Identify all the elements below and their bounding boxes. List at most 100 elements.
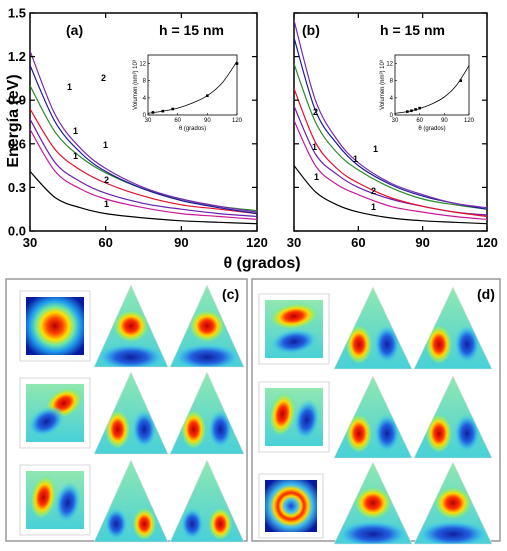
series-label-2: 1 bbox=[73, 151, 78, 161]
field-map-triangle bbox=[169, 284, 245, 368]
series-label-1: 1 bbox=[104, 199, 109, 209]
triangle-field bbox=[334, 376, 412, 458]
series-line-1 bbox=[294, 165, 487, 225]
series-label-4: 1 bbox=[73, 126, 78, 136]
field-hot-lobe bbox=[189, 309, 225, 343]
panel-a-annotation: h = 15 nm bbox=[159, 22, 224, 38]
field-cold-lobe bbox=[373, 413, 401, 454]
field-map-square bbox=[258, 473, 324, 539]
x-tick-label: 30 bbox=[23, 235, 37, 250]
field-row-3 bbox=[258, 461, 493, 545]
series-label-1: 1 bbox=[371, 202, 376, 212]
triangle-outline bbox=[413, 286, 493, 370]
inset-x-tick-label: 120 bbox=[232, 118, 243, 124]
field-map-square bbox=[258, 381, 330, 453]
triangle-field bbox=[170, 285, 244, 367]
inset-y-label: Volumen (nm³) 10³ bbox=[380, 60, 386, 110]
field-cold-lobe bbox=[171, 343, 243, 367]
field-cold-lobe bbox=[453, 413, 481, 454]
triangle-outline bbox=[93, 284, 169, 368]
y-tick-label: 0.9 bbox=[8, 93, 26, 108]
field-hot-lobe bbox=[30, 475, 57, 519]
series-line-2 bbox=[294, 120, 487, 220]
series-label-7: 2 bbox=[101, 73, 106, 83]
inset-data-point bbox=[206, 94, 209, 98]
panel-a-label: (a) bbox=[66, 22, 83, 38]
series-line-1 bbox=[30, 170, 257, 225]
field-hot-lobe bbox=[425, 413, 453, 454]
inset-x-tick-label: 60 bbox=[416, 118, 423, 124]
x-tick-label: 30 bbox=[287, 235, 301, 250]
field-map-triangle bbox=[333, 375, 413, 459]
series-line-2 bbox=[30, 128, 257, 220]
inset-data-point bbox=[161, 109, 165, 113]
square-frame bbox=[19, 290, 91, 362]
triangle-outline bbox=[333, 286, 413, 370]
field-row-1 bbox=[258, 286, 493, 370]
triangle-outline bbox=[93, 459, 169, 543]
field-hot-lobe bbox=[181, 409, 207, 450]
square-frame bbox=[258, 473, 324, 539]
field-cold-lobe bbox=[373, 324, 401, 365]
x-tick-label: 60 bbox=[98, 235, 112, 250]
series-line-4 bbox=[294, 88, 487, 218]
y-axis-label: Energía (eV) bbox=[5, 74, 22, 167]
field-cold-lobe bbox=[104, 507, 129, 541]
triangle-outline bbox=[413, 375, 493, 459]
inset-x-tick-label: 30 bbox=[145, 118, 152, 124]
field-cold-lobe bbox=[453, 324, 481, 365]
field-hot-lobe bbox=[208, 507, 233, 541]
series-line-4 bbox=[30, 108, 257, 215]
series-line-7 bbox=[294, 20, 487, 209]
triangle-field bbox=[170, 372, 244, 454]
inset-y-tick-label: 4 bbox=[143, 96, 147, 102]
field-map-triangle bbox=[333, 461, 413, 545]
triangle-field bbox=[414, 287, 492, 369]
inset-data-point bbox=[459, 79, 463, 83]
field-panel-c-label: (c) bbox=[222, 286, 239, 302]
y-tick-label: 1.5 bbox=[8, 6, 26, 21]
field-hot-lobe bbox=[425, 324, 453, 365]
field-map-triangle bbox=[413, 461, 493, 545]
triangle-field bbox=[334, 462, 412, 544]
triangle-outline bbox=[169, 459, 245, 543]
field-cold-lobe bbox=[335, 520, 411, 544]
field-map-square bbox=[258, 293, 330, 365]
triangle-field bbox=[94, 285, 168, 367]
x-axis-label: θ (grados) bbox=[223, 255, 300, 272]
field-map-triangle bbox=[93, 371, 169, 455]
field-map-triangle bbox=[169, 371, 245, 455]
field-map-triangle bbox=[169, 459, 245, 543]
inset-y-tick-label: 12 bbox=[386, 62, 393, 68]
field-cold-lobe bbox=[293, 399, 320, 441]
series-label-3: 2 bbox=[104, 175, 109, 185]
series-line-6 bbox=[30, 65, 257, 215]
field-hot-lobe bbox=[132, 507, 157, 541]
inset-y-tick-label: 0 bbox=[390, 113, 394, 119]
field-panel-d: (d) bbox=[251, 278, 501, 545]
series-label-6: 1 bbox=[103, 140, 108, 150]
series-label-2: 1 bbox=[312, 142, 317, 152]
field-row-2 bbox=[19, 371, 245, 455]
field-hot-lobe bbox=[269, 392, 296, 436]
inset-x-tick-label: 60 bbox=[174, 118, 181, 124]
field-map-triangle bbox=[413, 375, 493, 459]
inset-data-point bbox=[414, 108, 417, 111]
field-row-1 bbox=[19, 284, 245, 368]
field-map-square bbox=[19, 464, 91, 536]
x-tick-label: 90 bbox=[174, 235, 188, 250]
series-label-6: 1 bbox=[353, 154, 358, 164]
inset-x-tick-label: 30 bbox=[392, 118, 399, 124]
series-line-5 bbox=[294, 63, 487, 210]
field-cold-lobe bbox=[131, 409, 157, 450]
panel-a-inset: 30 60 90 120 0 4 8 12 θ (grados) Volumen (nm³) 10… bbox=[133, 54, 243, 132]
field-square bbox=[265, 480, 317, 532]
series-label-5: 1 bbox=[373, 144, 378, 154]
inset-y-tick-label: 12 bbox=[139, 62, 146, 68]
panel-b-inset: 30 60 90 120 0 4 8 12 θ (grados) Volumen (nm³) 10… bbox=[380, 54, 475, 132]
inset-data-point bbox=[171, 107, 175, 111]
inset-x-label: θ (grados) bbox=[179, 126, 206, 132]
field-map-square bbox=[19, 377, 91, 449]
inset-x-tick-label: 90 bbox=[204, 118, 211, 124]
